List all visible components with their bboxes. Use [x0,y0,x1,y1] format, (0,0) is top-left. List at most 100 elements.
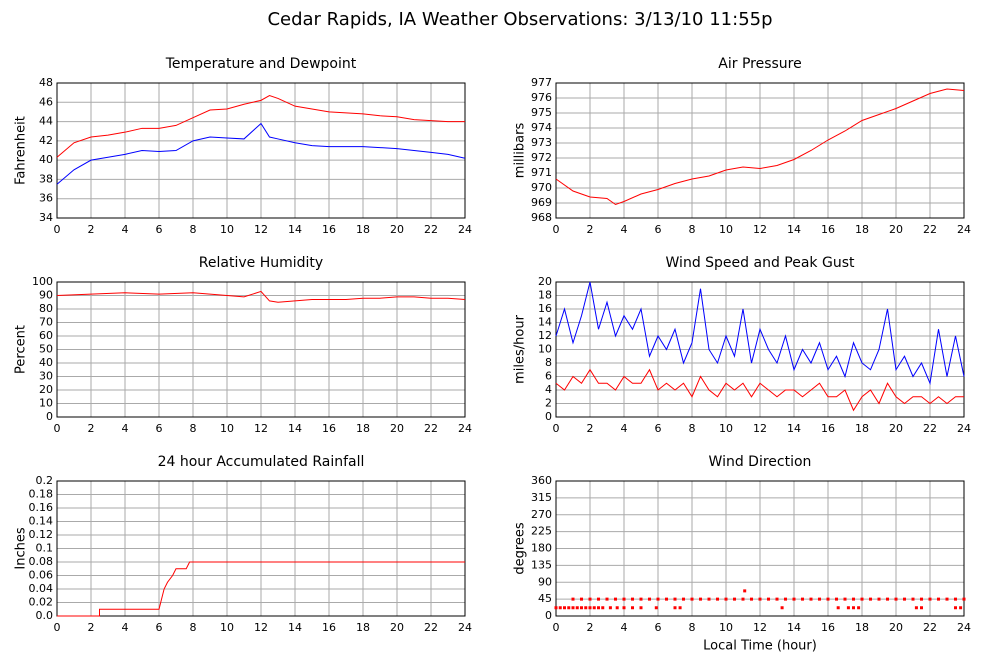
data-point [584,606,588,610]
x-tick-label: 8 [190,223,197,236]
data-point [792,597,796,601]
x-tick-label: 2 [587,223,594,236]
x-tick-label: 12 [254,422,268,435]
data-point [699,597,702,601]
data-line [555,368,964,412]
x-tick-label: 22 [424,422,438,435]
data-point [857,606,861,610]
plot-frame [56,281,466,418]
data-point [767,597,770,601]
x-tick-label: 4 [621,223,628,236]
data-point [597,597,600,601]
x-tick-label: 10 [220,422,234,435]
x-tick-label: 4 [122,422,129,435]
data-point [580,606,583,610]
data-point [554,606,558,610]
data-point [877,597,881,601]
y-tick-label: 0 [545,609,552,622]
plot-frame [555,480,965,617]
x-tick-label: 10 [719,621,733,634]
data-point [614,597,617,601]
y-tick-label: 975 [531,106,552,119]
data-point [648,597,651,601]
data-line [57,561,465,617]
x-tick-label: 12 [753,621,767,634]
y-tick-label: 48 [39,76,53,89]
y-tick-label: 30 [39,370,53,383]
data-point [954,606,957,610]
data-point [894,597,898,601]
chart-title: Air Pressure [718,56,801,72]
x-tick-label: 8 [190,621,197,634]
y-tick-label: 20 [538,275,552,288]
y-tick-label: 0.1 [36,542,54,555]
y-axis-label: miles/hour [513,314,528,383]
data-point [567,606,571,610]
y-tick-label: 0 [46,410,53,423]
data-point [665,597,668,601]
y-tick-label: 974 [531,121,552,134]
data-point [608,606,612,610]
x-tick-label: 4 [122,621,129,634]
y-tick-label: 973 [531,136,552,149]
y-tick-label: 4 [545,383,552,396]
x-tick-label: 14 [288,621,302,634]
x-tick-label: 6 [156,621,163,634]
data-line [56,290,466,303]
x-tick-label: 24 [957,422,971,435]
data-point [654,606,658,610]
x-tick-label: 14 [288,422,302,435]
y-tick-label: 0.0 [36,609,54,622]
x-tick-label: 6 [655,422,662,435]
y-tick-label: 10 [39,397,53,410]
data-line [56,94,465,158]
y-tick-label: 0.18 [29,488,54,501]
data-point [852,597,855,601]
y-tick-label: 0.06 [29,569,54,582]
x-tick-label: 8 [689,223,696,236]
data-point [563,606,566,610]
x-tick-label: 20 [390,223,404,236]
y-axis-label: degrees [513,522,528,575]
x-tick-label: 16 [821,621,835,634]
x-tick-label: 24 [957,223,971,236]
data-point [886,597,889,601]
y-tick-label: 46 [39,95,53,108]
x-axis-label: Local Time (hour) [703,639,817,654]
x-tick-label: 10 [220,223,234,236]
data-point [673,606,677,610]
chart-title: Temperature and Dewpoint [165,56,357,72]
x-tick-label: 16 [821,223,835,236]
x-tick-label: 18 [855,223,869,236]
x-tick-label: 6 [156,223,163,236]
y-tick-label: 100 [32,275,53,288]
x-tick-label: 20 [889,422,903,435]
data-point [775,597,779,601]
y-tick-label: 36 [39,192,53,205]
x-tick-label: 0 [54,621,61,634]
plot-frame [56,480,466,617]
y-tick-label: 971 [531,166,552,179]
chart-title: Relative Humidity [199,255,323,271]
data-point [852,606,855,610]
y-tick-label: 972 [531,151,552,164]
data-point [724,597,728,601]
x-tick-label: 16 [821,422,835,435]
x-tick-label: 24 [957,621,971,634]
y-tick-label: 34 [39,211,53,224]
data-point [784,597,787,601]
plot-frame [56,82,466,219]
x-tick-label: 22 [424,223,438,236]
page-title: Cedar Rapids, IA Weather Observations: 3… [267,9,772,30]
x-tick-label: 10 [220,621,234,634]
y-axis-label: millibars [513,123,528,179]
x-tick-label: 20 [889,223,903,236]
data-point [750,597,753,601]
data-point [954,597,957,601]
data-point [707,597,711,601]
data-point [622,597,626,601]
y-tick-label: 225 [531,525,552,538]
data-point [920,597,923,601]
x-tick-label: 8 [689,621,696,634]
